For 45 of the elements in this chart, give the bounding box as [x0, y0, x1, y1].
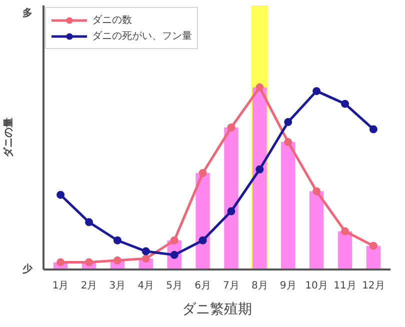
point	[340, 227, 349, 236]
point	[340, 100, 349, 108]
point	[198, 236, 207, 244]
x-tick-label: 7月	[223, 280, 240, 292]
x-tick-label: 1月	[52, 280, 69, 292]
bar	[224, 127, 238, 270]
point	[284, 118, 292, 126]
point	[369, 125, 378, 134]
point	[256, 165, 264, 174]
point	[198, 169, 207, 177]
x-tick-label: 3月	[109, 280, 126, 292]
text: 多	[22, 6, 32, 19]
point	[113, 256, 122, 264]
point	[142, 254, 150, 263]
point	[56, 190, 65, 199]
text: 少	[22, 263, 34, 275]
x-tick-label: 11月	[334, 280, 356, 292]
text: ダニ繁殖期	[182, 302, 252, 318]
bar	[196, 173, 210, 270]
x-tick-label: 12月	[362, 280, 385, 292]
x-tick-label: 5月	[166, 280, 183, 292]
point	[227, 207, 236, 216]
x-tick-label: 6月	[194, 280, 211, 292]
point	[113, 236, 122, 244]
point	[227, 123, 236, 132]
point	[142, 247, 150, 256]
legend-label: ダニの死がい、フン量	[92, 30, 192, 43]
x-tick-label: 10月	[305, 280, 328, 292]
point	[56, 258, 65, 266]
x-tick-label: 4月	[138, 280, 154, 292]
bar	[280, 142, 296, 270]
y-axis-title: ダニの量	[2, 118, 14, 158]
x-tick-label: 2月	[80, 280, 98, 292]
point	[369, 242, 378, 250]
x-tick-label: 8月	[251, 280, 268, 292]
point	[85, 218, 94, 226]
bar	[309, 191, 324, 270]
point	[170, 236, 178, 244]
point	[284, 138, 292, 146]
point	[85, 258, 94, 266]
legend-label: ダニの数	[92, 14, 132, 27]
point	[256, 83, 264, 92]
x-tick-label: 9月	[280, 280, 296, 292]
point	[312, 187, 321, 196]
point	[312, 87, 321, 96]
